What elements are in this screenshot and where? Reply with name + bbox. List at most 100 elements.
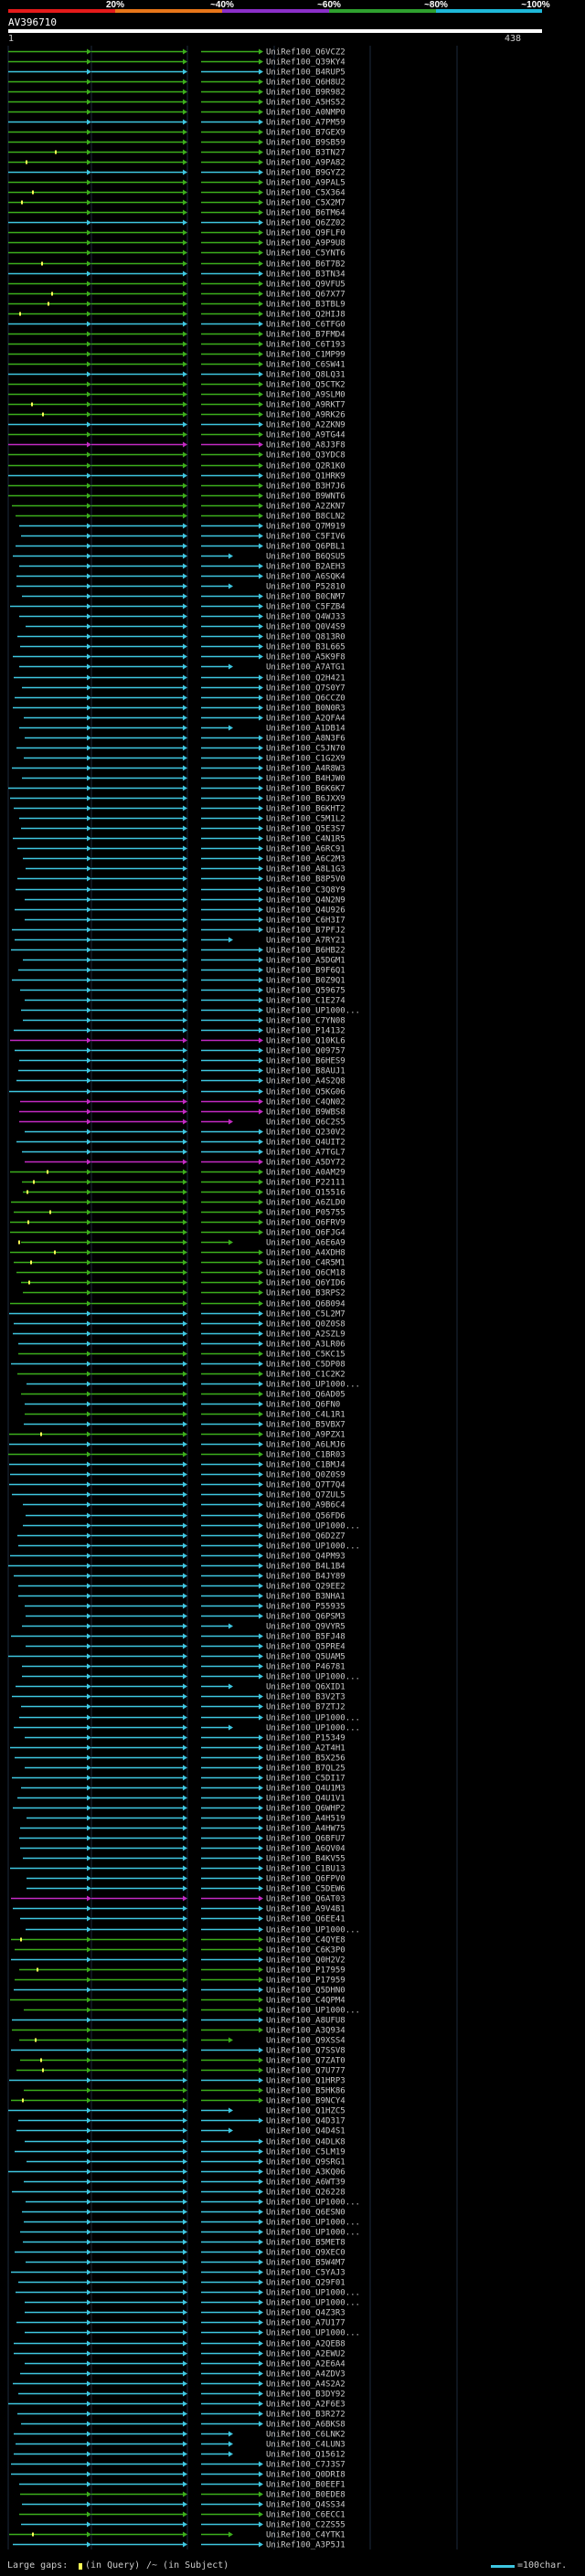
hit-row[interactable]: UniRef100_C4QPM4 bbox=[10, 1997, 346, 2006]
hit-row[interactable]: UniRef100_Q10KL6 bbox=[10, 1037, 346, 1046]
hit-label[interactable]: UniRef100_Q67X77 bbox=[266, 291, 346, 300]
hit-label[interactable]: UniRef100_C5YAJ3 bbox=[266, 2269, 346, 2278]
hit-label[interactable]: UniRef100_Q6XID1 bbox=[266, 1683, 346, 1692]
hit-label[interactable]: UniRef100_A2QEB8 bbox=[266, 2340, 346, 2349]
hit-label[interactable]: UniRef100_C1G2X9 bbox=[266, 755, 346, 764]
hit-label[interactable]: UniRef100_Q4SS34 bbox=[266, 2501, 346, 2510]
hit-label[interactable]: UniRef100_A4R8W3 bbox=[266, 765, 346, 774]
hit-label[interactable]: UniRef100_A9PAL5 bbox=[266, 179, 346, 188]
hit-row[interactable]: UniRef100_Q67X77 bbox=[8, 291, 346, 300]
hit-label[interactable]: UniRef100_A4XDH8 bbox=[266, 1249, 346, 1258]
hit-label[interactable]: UniRef100_A7ATG1 bbox=[266, 663, 346, 673]
hit-label[interactable]: UniRef100_C1E274 bbox=[266, 997, 346, 1006]
hit-label[interactable]: UniRef100_A6BKS8 bbox=[266, 2421, 346, 2430]
hit-label[interactable]: UniRef100_Q2H421 bbox=[266, 674, 346, 684]
hit-row[interactable]: UniRef100_A9RK26 bbox=[8, 411, 346, 420]
hit-label[interactable]: UniRef100_Q4D317 bbox=[266, 2117, 346, 2126]
hit-label[interactable]: UniRef100_B0N0R3 bbox=[266, 705, 346, 714]
hit-row[interactable]: UniRef100_Q4UIT2 bbox=[16, 1139, 346, 1148]
hit-label[interactable]: UniRef100_C6SW41 bbox=[266, 361, 346, 370]
hit-label[interactable]: UniRef100_Q7ZUL5 bbox=[266, 1491, 346, 1500]
hit-row[interactable]: UniRef100_C6SW41 bbox=[8, 361, 346, 370]
hit-label[interactable]: UniRef100_B3V2T3 bbox=[266, 1693, 346, 1702]
hit-row[interactable]: UniRef100_C4R5M1 bbox=[14, 1259, 346, 1268]
hit-label[interactable]: UniRef100_C5M1L2 bbox=[266, 815, 346, 824]
hit-row[interactable]: UniRef100_UP1000... bbox=[18, 1542, 360, 1552]
hit-row[interactable]: UniRef100_Q6AD05 bbox=[21, 1391, 346, 1400]
hit-label[interactable]: UniRef100_UP1000... bbox=[266, 2289, 360, 2298]
hit-row[interactable]: UniRef100_UP1000... bbox=[27, 1381, 360, 1390]
hit-row[interactable]: UniRef100_A6SQK4 bbox=[16, 573, 346, 582]
hit-label[interactable]: UniRef100_A9PZX1 bbox=[266, 1431, 346, 1440]
hit-label[interactable]: UniRef100_A9V4B1 bbox=[266, 1905, 346, 1914]
hit-label[interactable]: UniRef100_P22111 bbox=[266, 1179, 346, 1188]
hit-label[interactable]: UniRef100_A5HS52 bbox=[266, 99, 346, 108]
hit-row[interactable]: UniRef100_A4S2A2 bbox=[13, 2380, 346, 2390]
hit-label[interactable]: UniRef100_Q15612 bbox=[266, 2451, 346, 2460]
hit-label[interactable]: UniRef100_B3TN34 bbox=[266, 270, 346, 280]
hit-row[interactable]: UniRef100_C5YAJ3 bbox=[11, 2269, 346, 2278]
hit-row[interactable]: UniRef100_C1BMJ4 bbox=[9, 1461, 346, 1470]
hit-label[interactable]: UniRef100_A6LMJ6 bbox=[266, 1441, 346, 1450]
hit-row[interactable]: UniRef100_Q56FD6 bbox=[26, 1512, 346, 1521]
hit-row[interactable]: UniRef100_B4L1B4 bbox=[8, 1563, 346, 1572]
hit-row[interactable]: UniRef100_A2F6E3 bbox=[8, 2401, 346, 2410]
hit-row[interactable]: UniRef100_A5DY72 bbox=[25, 1159, 346, 1168]
hit-row[interactable]: UniRef100_B7ZTJ2 bbox=[21, 1703, 346, 1712]
hit-label[interactable]: UniRef100_A3P5J1 bbox=[266, 2541, 346, 2550]
hit-row[interactable]: UniRef100_B9NCY4 bbox=[11, 2097, 346, 2106]
hit-label[interactable]: UniRef100_Q1HRP3 bbox=[266, 2077, 346, 2086]
hit-label[interactable]: UniRef100_C1BR03 bbox=[266, 1451, 346, 1460]
hit-label[interactable]: UniRef100_A4S2Q8 bbox=[266, 1077, 346, 1087]
hit-label[interactable]: UniRef100_C5DP08 bbox=[266, 1361, 346, 1370]
hit-label[interactable]: UniRef100_A9RKT7 bbox=[266, 401, 346, 410]
hit-row[interactable]: UniRef100_B3TN27 bbox=[8, 149, 346, 158]
hit-row[interactable]: UniRef100_UP1000... bbox=[26, 1926, 360, 1935]
hit-row[interactable]: UniRef100_Q4D317 bbox=[18, 2117, 346, 2126]
hit-row[interactable]: UniRef100_B3TN34 bbox=[8, 270, 346, 280]
hit-label[interactable]: UniRef100_Q9VFU5 bbox=[266, 281, 346, 290]
hit-label[interactable]: UniRef100_B9F6Q1 bbox=[266, 967, 346, 976]
hit-row[interactable]: UniRef100_B4RUP5 bbox=[8, 69, 346, 78]
hit-label[interactable]: UniRef100_P15349 bbox=[266, 1734, 346, 1744]
hit-label[interactable]: UniRef100_A6SQK4 bbox=[266, 573, 346, 582]
hit-label[interactable]: UniRef100_Q2R1K0 bbox=[266, 462, 346, 472]
hit-row[interactable]: UniRef100_A2ZKN7 bbox=[12, 503, 346, 512]
hit-row[interactable]: UniRef100_Q6AT03 bbox=[11, 1895, 346, 1904]
hit-label[interactable]: UniRef100_C7YN08 bbox=[266, 1017, 346, 1026]
hit-label[interactable]: UniRef100_Q4D4S1 bbox=[266, 2127, 346, 2136]
hit-label[interactable]: UniRef100_B2AEH3 bbox=[266, 563, 346, 572]
hit-row[interactable]: UniRef100_A8J3F8 bbox=[8, 441, 346, 451]
hit-row[interactable]: UniRef100_Q7U777 bbox=[16, 2067, 346, 2076]
hit-row[interactable]: UniRef100_C6LNK2 bbox=[14, 2431, 346, 2440]
hit-row[interactable]: UniRef100_P15349 bbox=[25, 1734, 346, 1744]
hit-row[interactable]: UniRef100_Q7M919 bbox=[19, 523, 346, 532]
hit-row[interactable]: UniRef100_C5FIV6 bbox=[21, 533, 346, 542]
hit-label[interactable]: UniRef100_Q9FLF0 bbox=[266, 229, 346, 239]
hit-row[interactable]: UniRef100_A2QEB8 bbox=[14, 2340, 346, 2349]
hit-row[interactable]: UniRef100_Q7T7Q4 bbox=[9, 1481, 346, 1490]
hit-label[interactable]: UniRef100_C2ZS55 bbox=[266, 2521, 346, 2530]
hit-label[interactable]: UniRef100_B7FMD4 bbox=[266, 331, 346, 340]
hit-label[interactable]: UniRef100_B6HES9 bbox=[266, 1057, 346, 1066]
hit-label[interactable]: UniRef100_A3KQ06 bbox=[266, 2168, 346, 2178]
hit-row[interactable]: UniRef100_A9RKT7 bbox=[8, 401, 346, 410]
hit-row[interactable]: UniRef100_A2EWU2 bbox=[14, 2350, 346, 2359]
hit-label[interactable]: UniRef100_P14132 bbox=[266, 1027, 346, 1036]
hit-row[interactable]: UniRef100_C5YNT6 bbox=[8, 249, 346, 259]
hit-label[interactable]: UniRef100_Q0Z0S8 bbox=[266, 1320, 346, 1330]
hit-row[interactable]: UniRef100_A9P9U8 bbox=[8, 239, 346, 249]
hit-label[interactable]: UniRef100_A9SLM0 bbox=[266, 391, 346, 400]
hit-row[interactable]: UniRef100_UP1000... bbox=[26, 2199, 360, 2208]
hit-row[interactable]: UniRef100_UP1000... bbox=[25, 2329, 360, 2338]
hit-row[interactable]: UniRef100_UP1000... bbox=[24, 2007, 360, 2016]
hit-row[interactable]: UniRef100_C1BR03 bbox=[8, 1451, 346, 1460]
hit-label[interactable]: UniRef100_B0CNM7 bbox=[266, 593, 346, 602]
hit-label[interactable]: UniRef100_Q29F01 bbox=[266, 2279, 346, 2288]
hit-label[interactable]: UniRef100_P05755 bbox=[266, 1209, 346, 1218]
hit-row[interactable]: UniRef100_Q6H8U2 bbox=[8, 79, 346, 88]
hit-label[interactable]: UniRef100_B9SB59 bbox=[266, 139, 346, 148]
hit-row[interactable]: UniRef100_P17959 bbox=[19, 1966, 346, 1976]
hit-label[interactable]: UniRef100_C4L1R1 bbox=[266, 1411, 346, 1420]
hit-label[interactable]: UniRef100_A2E6A4 bbox=[266, 2360, 346, 2369]
